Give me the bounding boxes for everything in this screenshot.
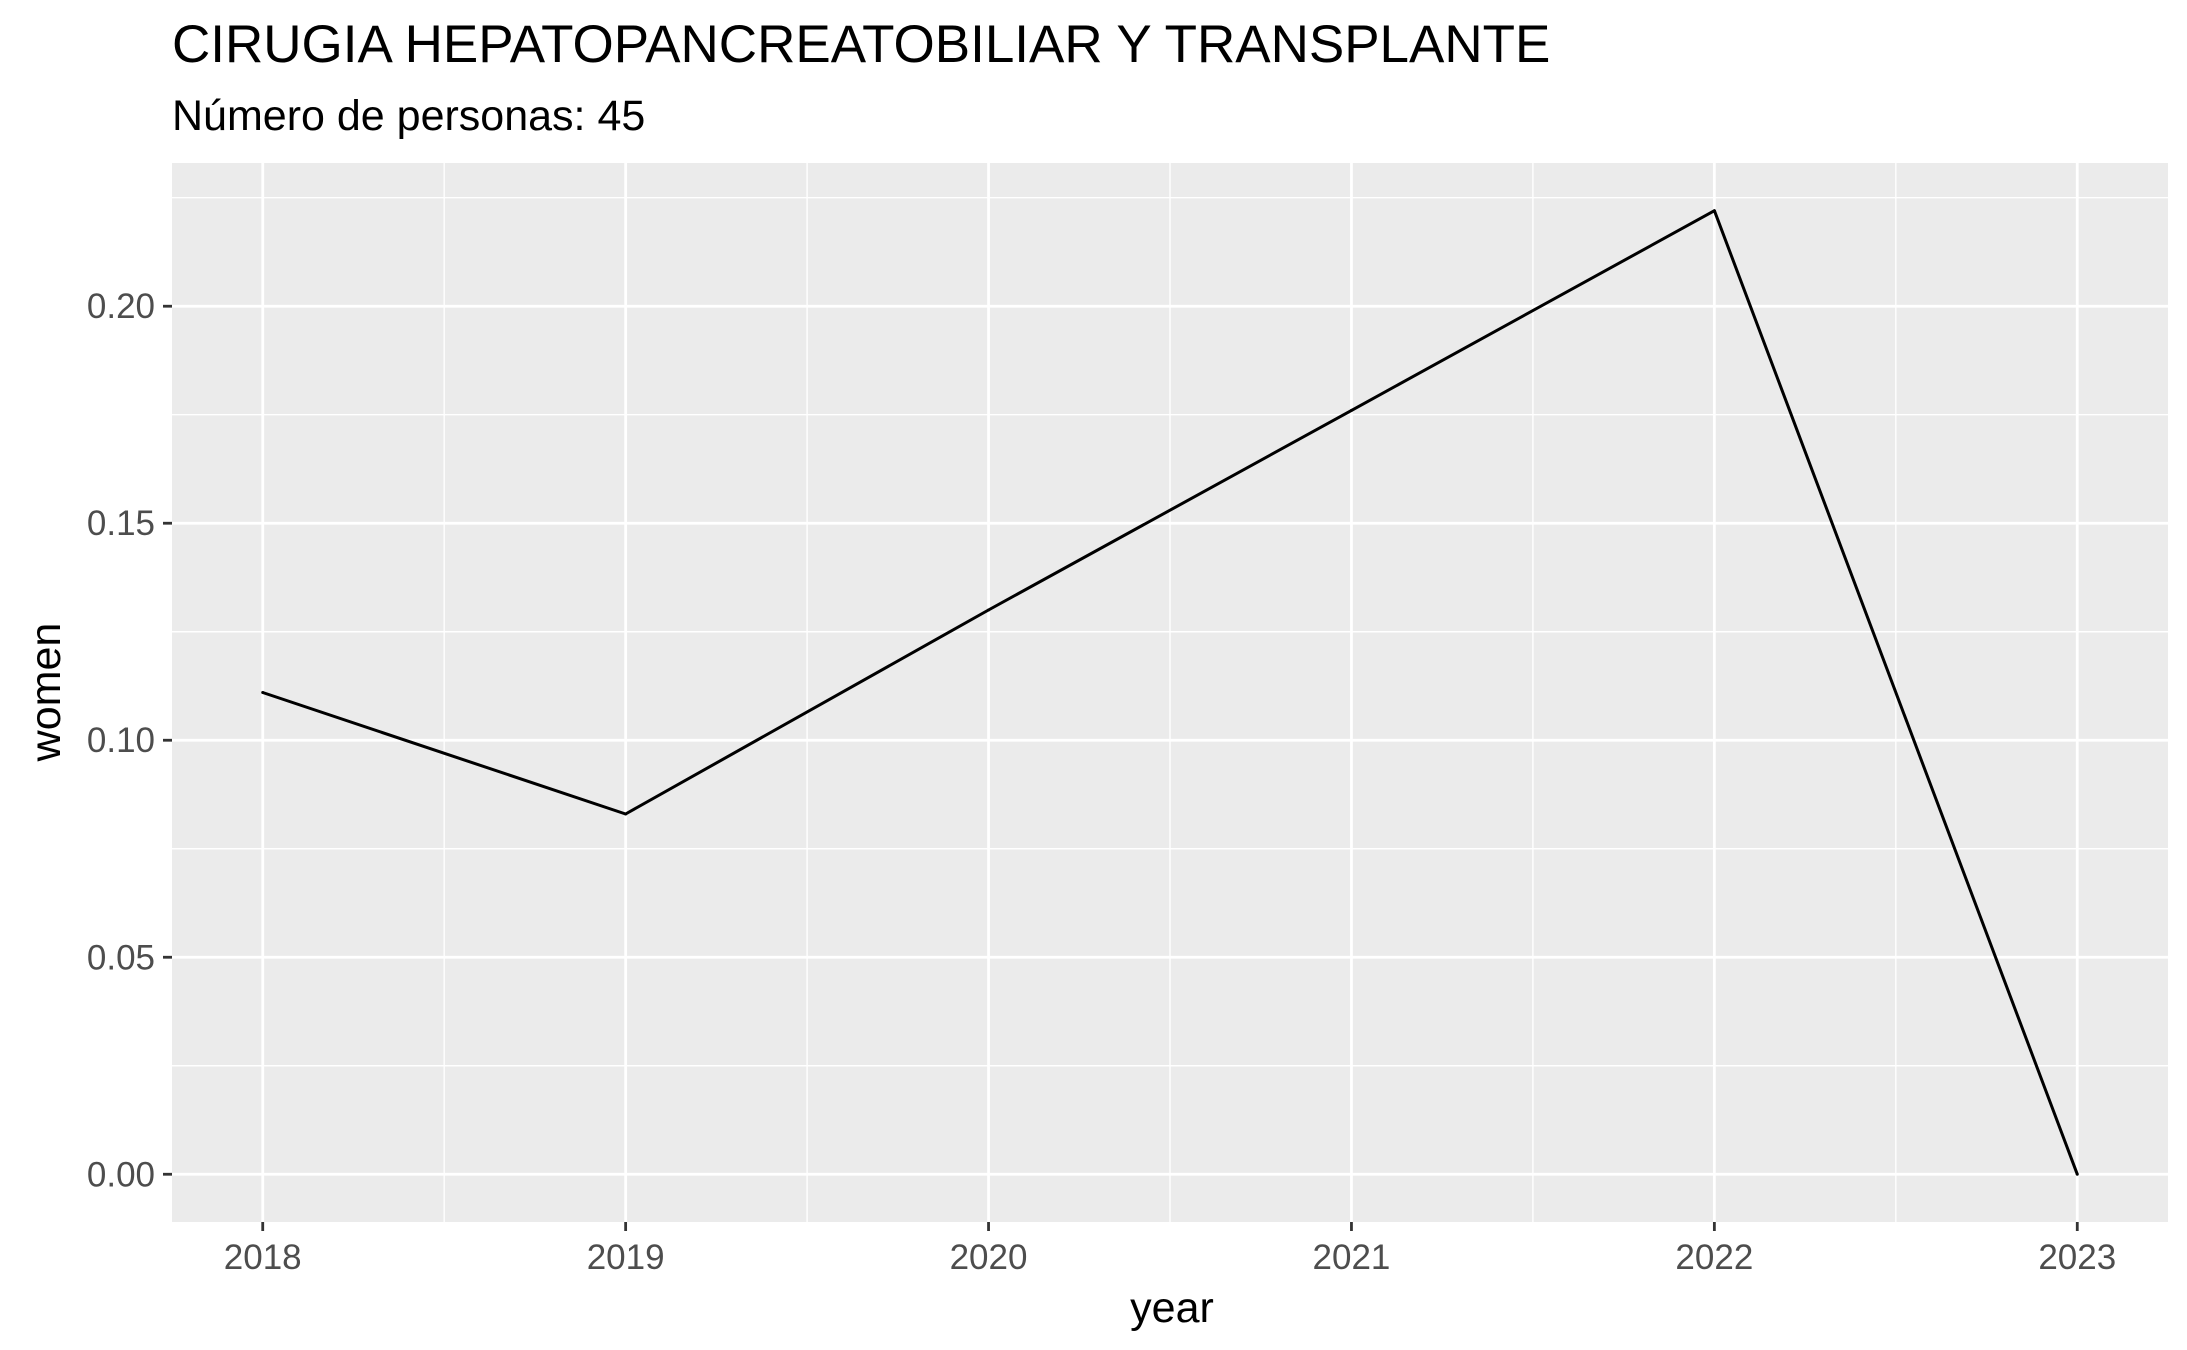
y-tick-label: 0.00 xyxy=(87,1155,155,1194)
x-tick-label: 2019 xyxy=(587,1238,665,1277)
x-tick-label: 2022 xyxy=(1675,1238,1753,1277)
y-axis-title: women xyxy=(22,623,70,763)
data-point xyxy=(261,691,265,694)
data-point xyxy=(1349,408,1353,412)
chart-subtitle: Número de personas: 45 xyxy=(172,92,645,140)
x-axis-title: year xyxy=(1130,1284,1214,1332)
data-point xyxy=(1712,209,1716,213)
grid-minor xyxy=(172,163,2168,1222)
data-point xyxy=(987,608,991,612)
y-tick-label: 0.05 xyxy=(87,938,155,977)
y-tick-label: 0.20 xyxy=(87,287,155,326)
x-tick-label: 2020 xyxy=(950,1238,1028,1277)
series-line xyxy=(262,209,2079,1175)
chart-title: CIRUGIA HEPATOPANCREATOBILIAR Y TRANSPLA… xyxy=(172,15,1550,74)
y-tick-label: 0.10 xyxy=(87,721,155,760)
x-axis: 2018 2019 2020 2021 2022 2023 xyxy=(224,1222,2116,1277)
x-tick-label: 2023 xyxy=(2038,1238,2116,1277)
series-layer xyxy=(261,209,2079,1176)
data-point xyxy=(624,812,628,816)
y-tick-label: 0.15 xyxy=(87,504,155,543)
x-tick-label: 2018 xyxy=(224,1238,302,1277)
x-tick-label: 2021 xyxy=(1313,1238,1391,1277)
data-point xyxy=(2075,1172,2079,1176)
y-axis: 0.00 0.05 0.10 0.15 0.20 xyxy=(87,287,172,1194)
